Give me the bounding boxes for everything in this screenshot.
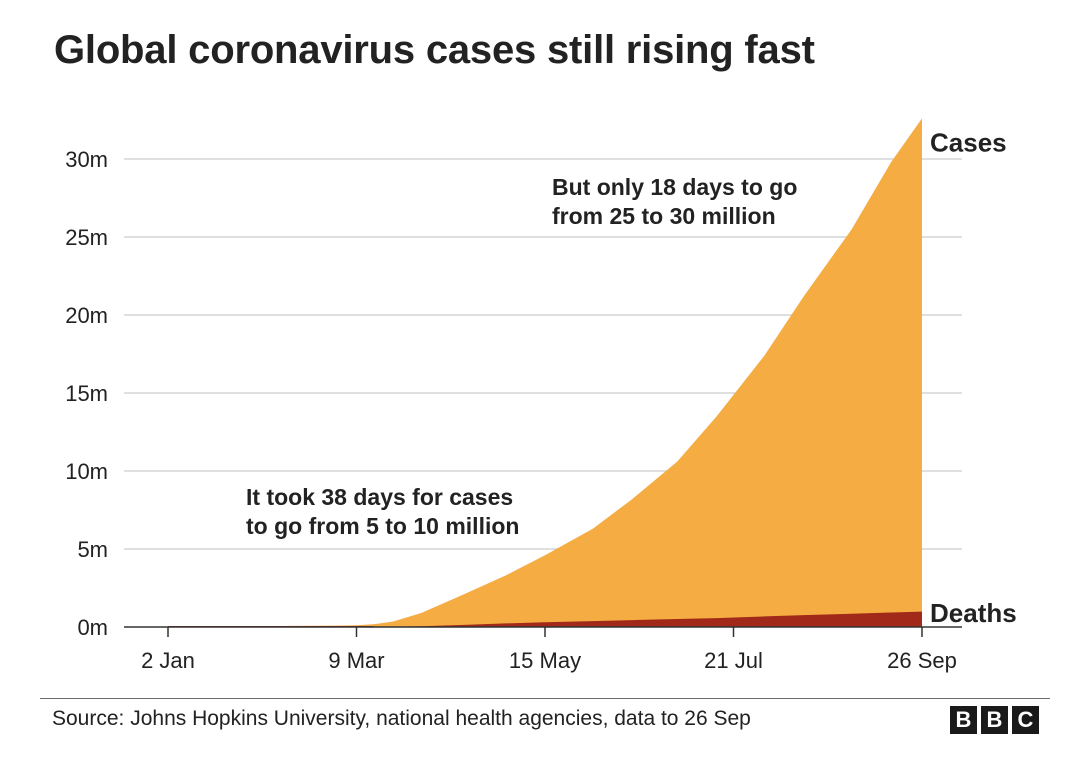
x-tick-label: 9 Mar: [328, 648, 384, 673]
annotation-2-line-2: from 25 to 30 million: [552, 203, 776, 229]
bbc-logo-letter-3: C: [1012, 706, 1039, 734]
source-note: Source: Johns Hopkins University, nation…: [52, 707, 751, 730]
y-tick-label: 5m: [77, 537, 108, 562]
series-area-cases: [168, 118, 922, 628]
y-tick-label: 15m: [65, 381, 108, 406]
x-tick-label: 2 Jan: [141, 648, 195, 673]
x-tick-label: 21 Jul: [704, 648, 763, 673]
annotation-1-line-1: It took 38 days for cases: [246, 484, 513, 510]
y-tick-label: 30m: [65, 147, 108, 172]
series-label-cases: Cases: [930, 127, 1007, 157]
y-tick-label: 10m: [65, 459, 108, 484]
y-tick-label: 0m: [77, 615, 108, 640]
y-tick-label: 20m: [65, 303, 108, 328]
x-tick-label: 26 Sep: [887, 648, 957, 673]
area-chart: 0m 5m 10m 15m 20m 25m 30m 2 Jan 9 Mar 15 May 21 Ju…: [65, 118, 1017, 673]
chart-title: Global coronavirus cases still rising fa…: [54, 28, 815, 72]
bbc-logo-letter-1: B: [950, 706, 977, 734]
annotation-1-line-2: to go from 5 to 10 million: [246, 513, 519, 539]
x-tick-label: 15 May: [509, 648, 581, 673]
y-tick-label: 25m: [65, 225, 108, 250]
series-area-deaths: [168, 611, 922, 627]
bbc-logo-letter-2: B: [981, 706, 1008, 734]
annotation-2-line-1: But only 18 days to go: [552, 174, 797, 200]
footer-divider: [40, 698, 1050, 699]
bbc-logo: B B C: [950, 706, 1039, 734]
series-label-deaths: Deaths: [930, 598, 1017, 628]
